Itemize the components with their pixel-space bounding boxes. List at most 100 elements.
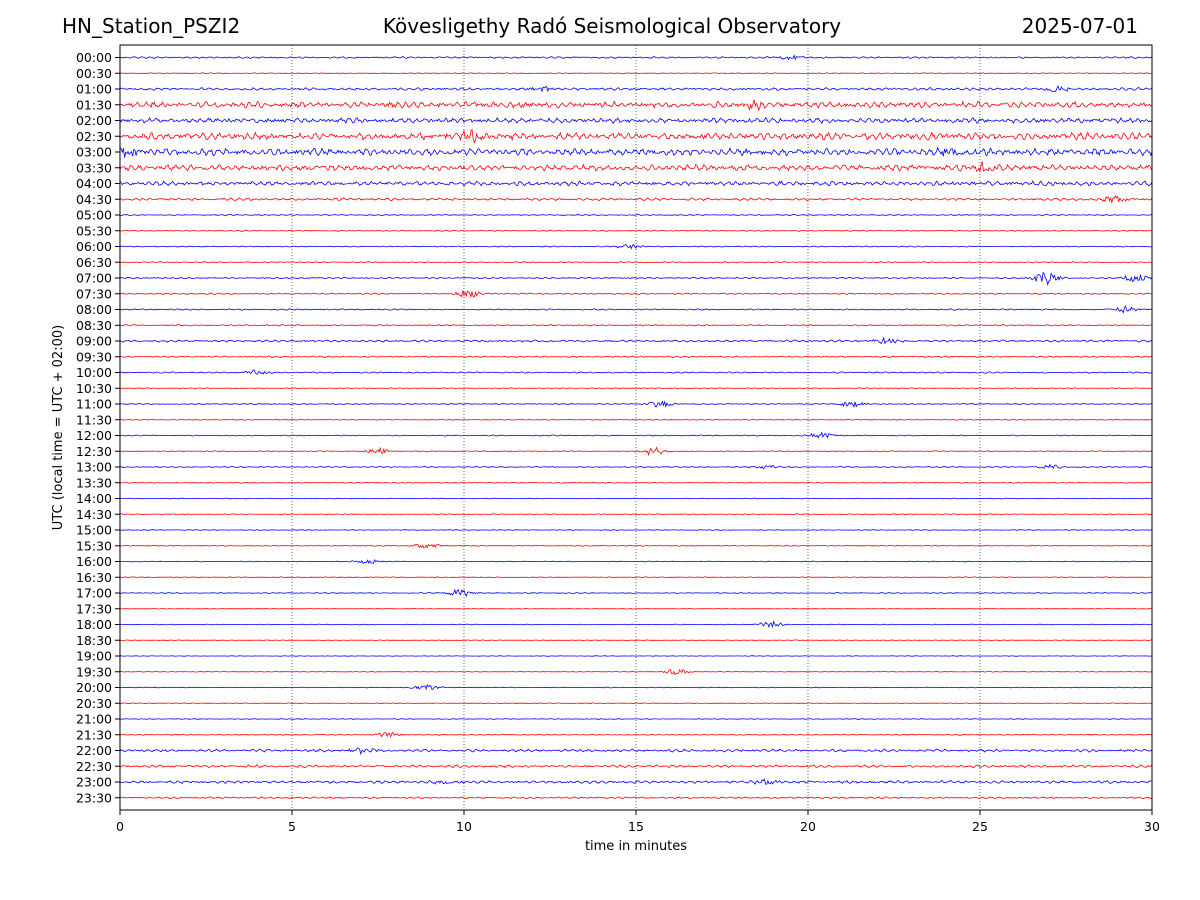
trace-2200 [119, 747, 1153, 756]
y-tick-label: 14:30 [76, 507, 112, 522]
trace-1430 [119, 513, 1153, 516]
y-tick-label: 07:30 [76, 286, 112, 301]
trace-1400 [119, 497, 1153, 500]
y-tick-label: 06:30 [76, 255, 112, 270]
y-tick-label: 05:00 [76, 208, 112, 223]
trace-0530 [120, 229, 1153, 232]
trace-1630 [119, 576, 1153, 579]
trace-0130 [119, 99, 1153, 112]
y-tick-label: 11:30 [76, 412, 112, 427]
trace-1300 [119, 463, 1153, 470]
x-tick-label: 0 [116, 819, 124, 834]
trace-1030 [119, 387, 1153, 390]
y-tick-label: 00:30 [76, 66, 112, 81]
y-tick-label: 07:00 [76, 271, 112, 286]
y-tick-label: 17:00 [76, 586, 112, 601]
trace-0430 [119, 195, 1153, 204]
y-tick-label: 12:00 [76, 428, 112, 443]
y-tick-label: 15:30 [76, 538, 112, 553]
trace-2000 [120, 684, 1153, 691]
y-tick-label: 16:00 [76, 554, 112, 569]
trace-group [119, 54, 1153, 800]
x-axis-label: time in minutes [585, 839, 687, 854]
y-tick-label: 23:30 [76, 790, 112, 805]
chart-date: 2025-07-01 [1021, 14, 1138, 38]
y-tick-label: 21:00 [76, 712, 112, 727]
trace-1530 [119, 543, 1153, 549]
trace-1700 [119, 588, 1153, 598]
y-tick-label: 16:30 [76, 570, 112, 585]
trace-1230 [119, 446, 1153, 457]
y-tick-label: 01:30 [76, 97, 112, 112]
y-tick-label: 04:30 [76, 192, 112, 207]
trace-1100 [120, 400, 1153, 408]
trace-0330 [119, 161, 1153, 173]
trace-0500 [119, 213, 1153, 217]
trace-0230 [119, 128, 1153, 144]
trace-0600 [119, 243, 1153, 250]
trace-0100 [119, 84, 1152, 93]
trace-1830 [119, 639, 1152, 642]
x-tick-label: 25 [972, 819, 988, 834]
y-tick-label: 15:00 [76, 523, 112, 538]
trace-0300 [119, 146, 1153, 158]
y-tick-label: 05:30 [76, 223, 112, 238]
y-tick-label: 13:00 [76, 460, 112, 475]
trace-0200 [119, 117, 1153, 125]
y-axis: 00:0000:3001:0001:3002:0002:3003:0003:30… [76, 50, 120, 805]
trace-0630 [120, 261, 1152, 264]
trace-1330 [119, 481, 1153, 484]
y-tick-label: 04:00 [76, 176, 112, 191]
trace-2230 [119, 764, 1153, 769]
y-tick-label: 02:30 [76, 129, 112, 144]
trace-1130 [119, 418, 1152, 421]
trace-1730 [119, 608, 1152, 610]
trace-2100 [120, 718, 1153, 720]
trace-0930 [119, 355, 1153, 358]
y-tick-label: 12:30 [76, 444, 112, 459]
y-tick-label: 14:00 [76, 491, 112, 506]
trace-1600 [120, 558, 1153, 565]
y-axis-label: UTC (local time = UTC + 02:00) [51, 325, 66, 530]
trace-0730 [119, 290, 1153, 299]
y-tick-label: 18:30 [76, 633, 112, 648]
y-tick-label: 18:00 [76, 617, 112, 632]
x-axis: 0 5 10 15 20 25 30 [116, 810, 1160, 834]
y-tick-label: 22:30 [76, 759, 112, 774]
y-tick-label: 03:00 [76, 145, 112, 160]
y-tick-label: 11:00 [76, 397, 112, 412]
y-tick-label: 22:00 [76, 743, 112, 758]
trace-1900 [119, 655, 1153, 657]
trace-1500 [120, 529, 1153, 531]
trace-0400 [119, 180, 1153, 187]
y-tick-label: 19:30 [76, 664, 112, 679]
y-tick-label: 09:30 [76, 349, 112, 364]
y-tick-label: 10:30 [76, 381, 112, 396]
y-tick-label: 08:30 [76, 318, 112, 333]
y-tick-label: 20:00 [76, 680, 112, 695]
trace-0800 [119, 305, 1153, 314]
y-tick-label: 19:00 [76, 649, 112, 664]
trace-0830 [119, 324, 1152, 327]
trace-1800 [119, 620, 1153, 629]
trace-1200 [119, 431, 1153, 439]
trace-2030 [119, 702, 1153, 705]
x-tick-label: 15 [628, 819, 644, 834]
y-tick-label: 08:00 [76, 302, 112, 317]
trace-0030 [119, 72, 1153, 75]
y-tick-label: 23:00 [76, 775, 112, 790]
trace-1000 [119, 369, 1153, 375]
gridlines [291, 45, 981, 810]
trace-2330 [119, 796, 1153, 800]
chart-title: Kövesligethy Radó Seismological Observat… [382, 14, 842, 38]
trace-2130 [119, 731, 1153, 738]
trace-0700 [119, 271, 1153, 286]
trace-0000 [120, 54, 1153, 61]
y-tick-label: 17:30 [76, 601, 112, 616]
x-tick-label: 20 [800, 819, 816, 834]
y-tick-label: 02:00 [76, 113, 112, 128]
station-name: HN_Station_PSZI2 [62, 14, 241, 38]
x-tick-label: 5 [288, 819, 296, 834]
y-tick-label: 20:30 [76, 696, 112, 711]
